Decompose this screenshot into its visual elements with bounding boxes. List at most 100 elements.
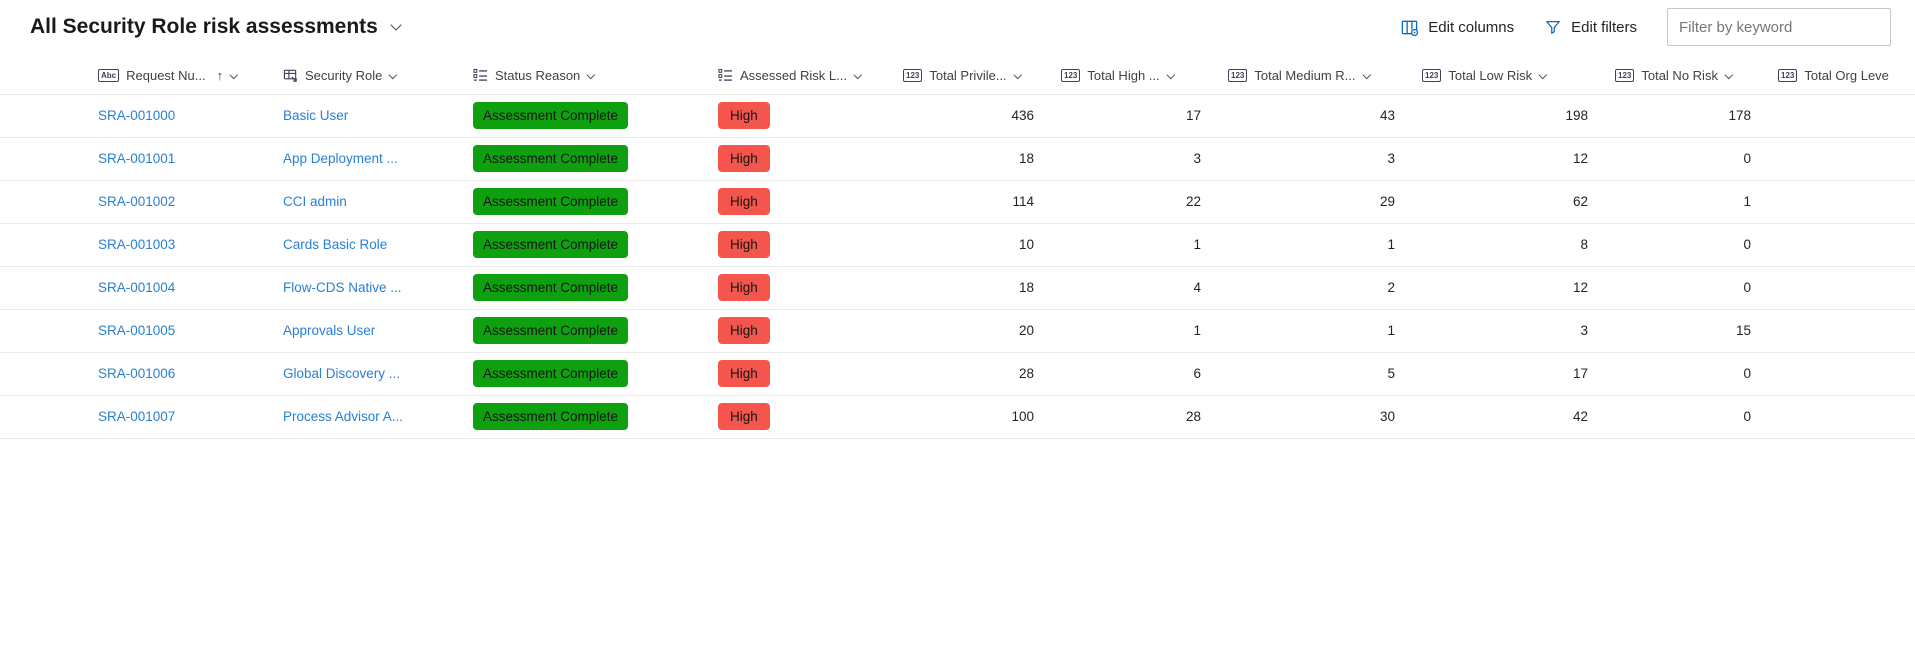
- table-row[interactable]: SRA-001005 Approvals User Assessment Com…: [0, 308, 1915, 352]
- security-role-link[interactable]: CCI admin: [283, 194, 347, 209]
- assessed-risk-badge: High: [718, 145, 770, 172]
- security-role-link[interactable]: Approvals User: [283, 323, 376, 338]
- security-role-link[interactable]: Flow-CDS Native ...: [283, 280, 402, 295]
- row-select-gutter[interactable]: [0, 308, 85, 352]
- table-row[interactable]: SRA-001003 Cards Basic Role Assessment C…: [0, 222, 1915, 266]
- sort-ascending-icon: ↑: [216, 68, 224, 84]
- total-no-risk-value: 1: [1602, 179, 1765, 223]
- request-number-link[interactable]: SRA-001005: [98, 323, 176, 338]
- column-header-status-reason[interactable]: Status Reason: [460, 58, 705, 95]
- edit-columns-button[interactable]: Edit columns: [1400, 18, 1514, 37]
- view-selector[interactable]: All Security Role risk assessments: [30, 15, 402, 39]
- row-select-gutter[interactable]: [0, 179, 85, 223]
- security-role-link[interactable]: Process Advisor A...: [283, 409, 404, 424]
- total-low-risk-value: 62: [1409, 179, 1602, 223]
- row-select-gutter[interactable]: [0, 93, 85, 137]
- edit-filters-label: Edit filters: [1571, 18, 1637, 36]
- request-number-link[interactable]: SRA-001007: [98, 409, 176, 424]
- assessed-risk-badge: High: [718, 102, 770, 129]
- column-header-total-medium[interactable]: 123 Total Medium R...: [1215, 58, 1409, 95]
- column-header-total-high[interactable]: 123 Total High ...: [1048, 58, 1215, 95]
- grid-actions: Edit columns Edit filters: [1400, 8, 1891, 46]
- security-role-link[interactable]: App Deployment ...: [283, 151, 398, 166]
- status-reason-badge: Assessment Complete: [473, 102, 629, 129]
- request-number-link[interactable]: SRA-001002: [98, 194, 176, 209]
- text-column-icon: Abc: [98, 69, 120, 83]
- total-org-level-value: [1765, 179, 1915, 223]
- total-medium-value: 1: [1215, 222, 1409, 266]
- total-medium-value: 2: [1215, 265, 1409, 309]
- total-low-risk-value: 17: [1409, 351, 1602, 395]
- request-number-link[interactable]: SRA-001003: [98, 237, 176, 252]
- chevron-down-icon: [1539, 70, 1547, 79]
- chevron-down-icon: [1013, 70, 1022, 79]
- total-high-value: 22: [1048, 179, 1215, 223]
- table-row[interactable]: SRA-001006 Global Discovery ... Assessme…: [0, 351, 1915, 395]
- total-high-value: 6: [1048, 351, 1215, 395]
- edit-columns-label: Edit columns: [1428, 18, 1515, 36]
- table-row[interactable]: SRA-001007 Process Advisor A... Assessme…: [0, 394, 1915, 439]
- view-header: All Security Role risk assessments Edit …: [0, 0, 1915, 48]
- number-column-icon: 123: [1228, 69, 1248, 83]
- grid-header-row: Abc Request Nu... ↑: [0, 58, 1915, 95]
- chevron-down-icon: [1166, 70, 1175, 79]
- total-medium-value: 1: [1215, 308, 1409, 352]
- total-medium-value: 5: [1215, 351, 1409, 395]
- table-row[interactable]: SRA-001001 App Deployment ... Assessment…: [0, 136, 1915, 180]
- number-column-icon: 123: [1061, 69, 1081, 83]
- assessed-risk-badge: High: [718, 231, 770, 258]
- request-number-link[interactable]: SRA-001001: [98, 151, 176, 166]
- chevron-down-icon: [1724, 70, 1733, 79]
- assessed-risk-badge: High: [718, 274, 770, 301]
- total-privileged-value: 28: [890, 351, 1048, 395]
- total-low-risk-value: 8: [1409, 222, 1602, 266]
- column-header-total-org-level[interactable]: 123 Total Org Leve: [1765, 58, 1915, 95]
- request-number-link[interactable]: SRA-001004: [98, 280, 176, 295]
- total-privileged-value: 20: [890, 308, 1048, 352]
- request-number-link[interactable]: SRA-001006: [98, 366, 176, 381]
- total-privileged-value: 100: [890, 394, 1048, 439]
- row-select-gutter: [0, 58, 85, 95]
- status-reason-badge: Assessment Complete: [473, 403, 629, 430]
- total-high-value: 1: [1048, 308, 1215, 352]
- keyword-filter-input[interactable]: [1667, 8, 1891, 46]
- table-row[interactable]: SRA-001004 Flow-CDS Native ... Assessmen…: [0, 265, 1915, 309]
- column-header-assessed-risk-level[interactable]: Assessed Risk L...: [705, 58, 890, 95]
- chevron-down-icon: [587, 70, 595, 79]
- chevron-down-icon: [390, 18, 402, 31]
- chevron-down-icon: [853, 70, 862, 79]
- column-header-total-privileged[interactable]: 123 Total Privile...: [890, 58, 1048, 95]
- total-no-risk-value: 178: [1602, 93, 1765, 137]
- security-role-link[interactable]: Cards Basic Role: [283, 237, 388, 252]
- column-header-total-low-risk[interactable]: 123 Total Low Risk: [1409, 58, 1602, 95]
- number-column-icon: 123: [903, 69, 923, 83]
- row-select-gutter[interactable]: [0, 265, 85, 309]
- status-reason-badge: Assessment Complete: [473, 145, 629, 172]
- row-select-gutter[interactable]: [0, 222, 85, 266]
- row-select-gutter[interactable]: [0, 394, 85, 439]
- number-column-icon: 123: [1778, 69, 1798, 83]
- assessed-risk-badge: High: [718, 188, 770, 215]
- total-no-risk-value: 0: [1602, 351, 1765, 395]
- column-header-security-role[interactable]: Security Role: [270, 58, 460, 95]
- total-privileged-value: 10: [890, 222, 1048, 266]
- column-header-total-no-risk[interactable]: 123 Total No Risk: [1602, 58, 1765, 95]
- status-reason-badge: Assessment Complete: [473, 360, 629, 387]
- row-select-gutter[interactable]: [0, 351, 85, 395]
- status-reason-badge: Assessment Complete: [473, 274, 629, 301]
- edit-filters-button[interactable]: Edit filters: [1544, 18, 1637, 36]
- request-number-link[interactable]: SRA-001000: [98, 108, 176, 123]
- assessed-risk-badge: High: [718, 317, 770, 344]
- column-header-request-number[interactable]: Abc Request Nu... ↑: [85, 58, 270, 95]
- row-select-gutter[interactable]: [0, 136, 85, 180]
- table-row[interactable]: SRA-001002 CCI admin Assessment Complete…: [0, 179, 1915, 223]
- table-row[interactable]: SRA-001000 Basic User Assessment Complet…: [0, 93, 1915, 137]
- total-no-risk-value: 0: [1602, 136, 1765, 180]
- total-low-risk-value: 3: [1409, 308, 1602, 352]
- total-high-value: 28: [1048, 394, 1215, 439]
- total-high-value: 1: [1048, 222, 1215, 266]
- number-column-icon: 123: [1422, 69, 1442, 83]
- security-role-link[interactable]: Global Discovery ...: [283, 366, 401, 381]
- security-role-link[interactable]: Basic User: [283, 108, 349, 123]
- total-low-risk-value: 198: [1409, 93, 1602, 137]
